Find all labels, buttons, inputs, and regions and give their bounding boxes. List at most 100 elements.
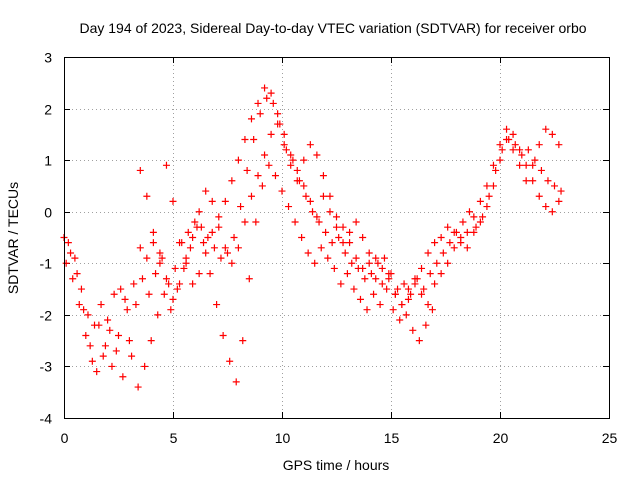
data-point xyxy=(261,84,269,92)
data-point xyxy=(261,151,269,159)
data-point xyxy=(67,249,75,257)
data-point xyxy=(516,161,524,169)
data-point xyxy=(269,99,277,107)
data-point xyxy=(86,342,94,350)
data-point xyxy=(542,203,550,211)
data-point xyxy=(128,352,136,360)
data-point xyxy=(333,223,340,231)
y-axis-label: SDTVAR / TECUs xyxy=(5,182,21,294)
data-point xyxy=(306,197,314,205)
data-point xyxy=(267,89,275,97)
data-point xyxy=(529,161,537,169)
data-point xyxy=(365,249,373,257)
data-point xyxy=(274,110,282,118)
data-point xyxy=(80,306,88,314)
data-point xyxy=(383,285,391,293)
data-point xyxy=(400,280,408,288)
data-point xyxy=(169,197,177,205)
data-point xyxy=(106,326,114,334)
data-point xyxy=(479,213,487,221)
data-point xyxy=(143,254,151,262)
data-point xyxy=(195,208,203,216)
data-point xyxy=(234,156,242,164)
data-point xyxy=(250,136,258,144)
data-point xyxy=(147,337,155,345)
data-point xyxy=(322,228,330,236)
data-point xyxy=(265,161,273,169)
data-point xyxy=(189,234,197,241)
data-point xyxy=(509,146,517,154)
data-point xyxy=(263,94,271,102)
data-point xyxy=(483,203,491,211)
data-point xyxy=(154,311,162,319)
data-point xyxy=(333,213,340,221)
data-point xyxy=(557,187,565,195)
data-point xyxy=(396,316,404,324)
data-point xyxy=(555,197,563,205)
data-point xyxy=(91,321,99,329)
data-point xyxy=(492,166,500,174)
data-point xyxy=(149,239,157,247)
data-point xyxy=(241,218,249,226)
data-point xyxy=(313,151,321,159)
data-point xyxy=(119,373,127,381)
data-point xyxy=(171,264,179,272)
data-point xyxy=(422,321,430,329)
data-point xyxy=(287,151,295,159)
data-point xyxy=(302,192,310,200)
data-point xyxy=(132,301,140,309)
data-point xyxy=(228,259,236,267)
data-point xyxy=(125,337,133,345)
data-point xyxy=(356,295,364,303)
data-point xyxy=(352,218,360,226)
data-point xyxy=(450,228,458,236)
data-point xyxy=(193,223,201,231)
data-point xyxy=(446,239,454,247)
data-point xyxy=(210,244,218,252)
data-point xyxy=(237,203,245,211)
data-point xyxy=(418,290,426,298)
data-point xyxy=(200,239,208,247)
x-tick-labels: 0 5 10 15 20 25 xyxy=(61,430,618,446)
data-point xyxy=(115,331,122,339)
data-point xyxy=(398,301,406,309)
data-point xyxy=(509,130,517,138)
data-point xyxy=(101,342,109,350)
data-point xyxy=(160,290,168,298)
data-point xyxy=(256,110,264,118)
data-point xyxy=(463,244,471,252)
data-point xyxy=(415,337,423,345)
series-4 xyxy=(64,120,563,329)
data-point xyxy=(457,234,465,241)
data-point xyxy=(141,362,149,370)
data-point xyxy=(367,270,375,278)
data-point xyxy=(409,326,417,334)
data-point xyxy=(224,249,231,257)
data-point xyxy=(184,228,192,236)
data-point xyxy=(304,249,312,257)
data-point xyxy=(522,161,530,169)
data-point xyxy=(138,275,146,283)
data-point xyxy=(232,378,240,386)
data-point xyxy=(267,130,275,138)
data-point xyxy=(518,151,526,159)
data-point xyxy=(537,166,545,174)
data-point xyxy=(394,285,402,293)
data-point xyxy=(476,197,484,205)
data-point xyxy=(219,331,227,339)
data-point xyxy=(226,357,234,365)
data-point xyxy=(274,120,282,128)
x-axis-label: GPS time / hours xyxy=(283,457,390,473)
data-point xyxy=(522,177,530,185)
data-point xyxy=(459,218,467,226)
data-point xyxy=(202,249,210,257)
data-point xyxy=(424,301,432,309)
data-point xyxy=(483,182,491,190)
data-point xyxy=(298,234,306,241)
data-point xyxy=(258,182,266,190)
data-point xyxy=(372,275,380,283)
data-point xyxy=(195,270,203,278)
y-tick-labels: -4 -3 -2 -1 0 1 2 3 xyxy=(40,50,53,427)
series-1 xyxy=(60,94,565,381)
